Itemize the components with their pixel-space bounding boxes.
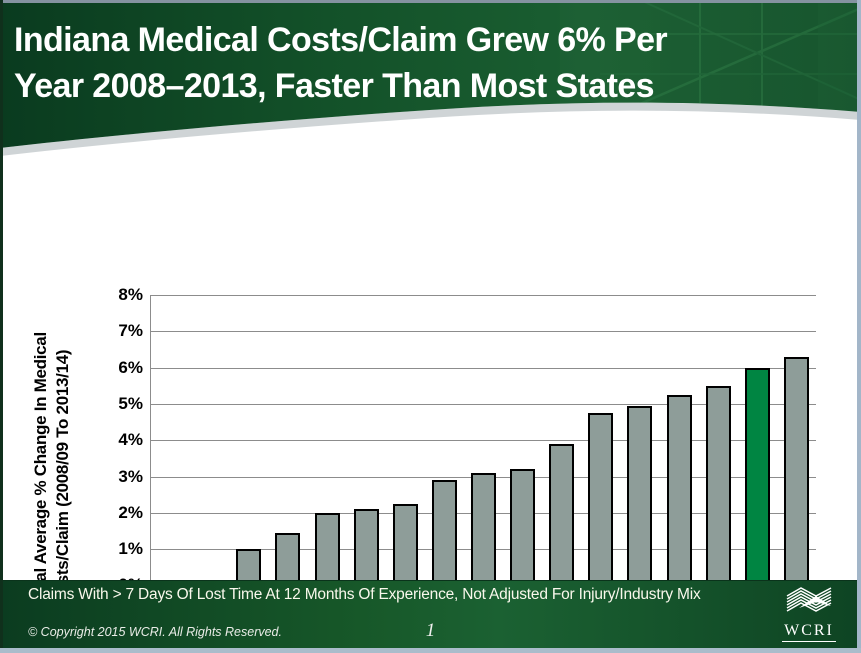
wcri-zigzag-icon xyxy=(786,587,832,612)
y-tick-label: 3% xyxy=(118,466,143,486)
bar-va xyxy=(627,405,653,586)
y-tick-label: 4% xyxy=(118,430,143,450)
bar-pa xyxy=(666,394,692,586)
bar-ia xyxy=(783,356,809,586)
footer-band: Claims With > 7 Days Of Lost Time At 12 … xyxy=(0,580,861,648)
bar-mn xyxy=(510,469,536,586)
slide-edge-bottom xyxy=(0,648,861,653)
y-tick-label: 7% xyxy=(118,321,143,341)
bar-fl xyxy=(353,509,379,586)
bar-la xyxy=(392,503,418,586)
gridline xyxy=(151,331,816,333)
y-tick-label: 1% xyxy=(118,539,143,559)
bar-ar xyxy=(275,532,301,586)
bar-tx xyxy=(549,443,575,586)
bar-chart: Annual Average % Change In Medical Costs… xyxy=(0,140,861,653)
wcri-logo-text: WCRI xyxy=(782,622,836,642)
bar-nj xyxy=(588,412,614,586)
header-green-band xyxy=(0,0,861,148)
slide-edge-top xyxy=(0,0,861,3)
y-tick-label: 5% xyxy=(118,393,143,413)
header-swoosh-shadow xyxy=(0,102,861,156)
slide-edge-left xyxy=(0,0,3,653)
bar-ga xyxy=(314,512,340,586)
bar-in xyxy=(744,367,770,586)
page-number: 1 xyxy=(425,620,436,641)
header-banner xyxy=(0,0,861,156)
gridline xyxy=(151,367,816,369)
wcri-logo: WCRI xyxy=(771,586,847,642)
slide-edge-right xyxy=(857,0,861,653)
y-tick-label: 6% xyxy=(118,357,143,377)
y-tick-label: 2% xyxy=(118,502,143,522)
bar-mi xyxy=(431,480,457,586)
gridline xyxy=(151,403,816,405)
y-tick-label: 8% xyxy=(118,285,143,304)
bar-ma xyxy=(471,472,496,586)
slide-title: Indiana Medical Costs/Claim Grew 6% Per … xyxy=(14,17,668,109)
copyright-text: © Copyright 2015 WCRI. All Rights Reserv… xyxy=(28,625,282,639)
bar-wi xyxy=(705,385,731,586)
gridline xyxy=(151,440,816,442)
gridline xyxy=(151,295,816,296)
footnote-text: Claims With > 7 Days Of Lost Time At 12 … xyxy=(28,586,701,603)
title-line-2: Year 2008–2013, Faster Than Most States xyxy=(14,67,655,105)
title-line-1: Indiana Medical Costs/Claim Grew 6% Per xyxy=(14,21,668,59)
